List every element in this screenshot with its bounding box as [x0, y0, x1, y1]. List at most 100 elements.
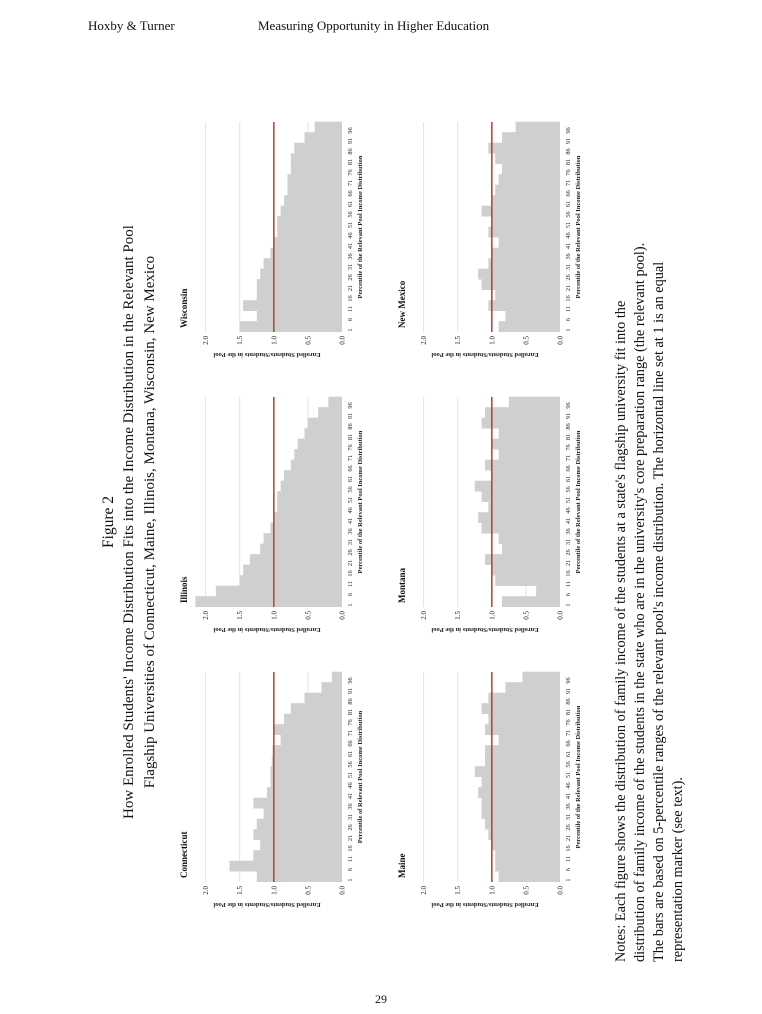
bar — [498, 449, 560, 460]
y-tick-label: 0.5 — [304, 886, 312, 895]
x-tick-label: 6 — [347, 593, 354, 596]
y-axis-label: Enrolled Students/Students in the Pool — [431, 351, 538, 358]
figure-label: Figure 2 — [100, 495, 117, 549]
y-tick-label: 0.0 — [557, 611, 565, 620]
x-tick-label: 71 — [347, 455, 354, 461]
x-tick-label: 16 — [347, 570, 354, 576]
bar — [491, 247, 560, 259]
x-tick-label: 96 — [565, 402, 572, 408]
x-tick-label: 71 — [565, 455, 572, 461]
bar — [495, 850, 560, 861]
y-tick-label: 2.0 — [420, 336, 428, 345]
y-tick-label: 1.0 — [270, 611, 278, 620]
x-tick-label: 61 — [565, 201, 572, 207]
bar — [290, 153, 343, 164]
bar — [488, 258, 560, 269]
bar — [491, 216, 560, 227]
bar — [249, 554, 342, 565]
bar — [481, 279, 560, 290]
x-tick-label: 16 — [565, 570, 572, 576]
x-tick-label: 81 — [565, 159, 572, 165]
x-tick-label: 66 — [347, 465, 354, 471]
x-tick-label: 31 — [347, 539, 354, 545]
x-axis-label: Percentile of the Relevant Pool Income D… — [575, 430, 582, 573]
y-axis-label: Enrolled Students/Students in the Pool — [213, 901, 320, 908]
bar — [253, 850, 342, 861]
y-tick-label: 2.0 — [202, 611, 210, 620]
y-tick-label: 0.5 — [522, 336, 530, 345]
y-axis-label: Enrolled Students/Students in the Pool — [431, 901, 538, 908]
bar — [488, 692, 560, 704]
x-tick-label: 46 — [565, 232, 572, 238]
bar — [502, 163, 560, 175]
bar — [270, 247, 342, 259]
y-axis-label: Enrolled Students/Students in the Pool — [213, 351, 320, 358]
bar — [491, 195, 560, 206]
bar — [328, 396, 342, 408]
x-tick-label: 56 — [347, 486, 354, 492]
bar — [481, 808, 560, 819]
bar — [277, 491, 342, 502]
x-tick-label: 46 — [347, 507, 354, 513]
bar — [256, 289, 342, 301]
x-tick-label: 16 — [565, 845, 572, 851]
x-tick-label: 26 — [347, 824, 354, 830]
notes-line: Notes: Each figure shows the distributio… — [613, 300, 629, 962]
x-tick-label: 61 — [347, 751, 354, 757]
bar — [277, 216, 342, 227]
bar — [522, 671, 560, 683]
x-tick-label: 51 — [347, 497, 354, 503]
x-tick-label: 51 — [565, 497, 572, 503]
bar — [498, 533, 560, 544]
bar — [491, 839, 560, 851]
bar — [491, 470, 560, 481]
x-tick-label: 41 — [565, 518, 572, 524]
bar — [481, 205, 560, 217]
bar — [481, 703, 560, 714]
y-tick-label: 1.0 — [488, 611, 496, 620]
x-tick-label: 46 — [347, 782, 354, 788]
bar — [485, 818, 560, 830]
bar — [290, 163, 343, 175]
x-tick-label: 1 — [347, 603, 354, 606]
bar — [488, 713, 560, 725]
x-tick-label: 91 — [347, 138, 354, 144]
x-tick-label: 31 — [565, 814, 572, 820]
x-tick-label: 81 — [347, 709, 354, 715]
x-tick-label: 56 — [565, 486, 572, 492]
x-tick-label: 61 — [565, 751, 572, 757]
bar — [498, 174, 560, 185]
x-tick-label: 56 — [347, 761, 354, 767]
bar — [294, 449, 342, 460]
bar — [253, 797, 342, 809]
bar — [498, 237, 560, 248]
bar — [290, 703, 343, 714]
notes-line: The bars are based on 5-percentile range… — [651, 261, 667, 962]
y-axis-label: Enrolled Students/Students in the Pool — [213, 626, 320, 633]
x-tick-label: 1 — [565, 328, 572, 331]
x-tick-label: 56 — [565, 761, 572, 767]
x-tick-label: 76 — [565, 444, 572, 450]
x-tick-label: 21 — [565, 285, 572, 291]
x-tick-label: 76 — [347, 169, 354, 175]
bar — [502, 543, 560, 555]
x-tick-label: 41 — [565, 243, 572, 249]
x-tick-label: 91 — [347, 413, 354, 419]
y-tick-label: 0.0 — [339, 611, 347, 620]
y-tick-label: 0.5 — [304, 336, 312, 345]
y-tick-label: 1.0 — [270, 336, 278, 345]
bar — [485, 745, 560, 756]
bar — [498, 428, 560, 439]
x-tick-label: 41 — [565, 793, 572, 799]
x-tick-label: 31 — [565, 539, 572, 545]
x-tick-label: 91 — [565, 413, 572, 419]
x-tick-label: 36 — [347, 528, 354, 534]
x-tick-label: 46 — [347, 232, 354, 238]
y-tick-label: 1.5 — [236, 886, 244, 895]
figure-notes: Notes: Each figure shows the distributio… — [612, 82, 688, 962]
x-tick-label: 86 — [347, 698, 354, 704]
bar — [239, 321, 342, 332]
